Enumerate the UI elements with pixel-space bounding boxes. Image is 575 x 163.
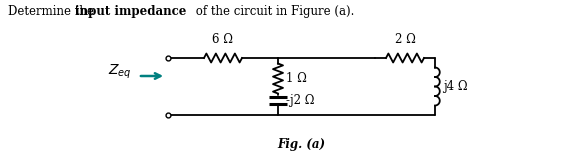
Text: j4 Ω: j4 Ω xyxy=(443,80,467,93)
Text: Fig. (a): Fig. (a) xyxy=(278,138,325,151)
Text: of the circuit in Figure (a).: of the circuit in Figure (a). xyxy=(192,5,354,18)
Text: -j2 Ω: -j2 Ω xyxy=(286,94,315,107)
Text: input impedance: input impedance xyxy=(75,5,186,18)
Text: 2 Ω: 2 Ω xyxy=(394,33,415,46)
Text: $Z_{eq}$: $Z_{eq}$ xyxy=(108,63,132,81)
Text: 1 Ω: 1 Ω xyxy=(286,72,307,85)
Text: 6 Ω: 6 Ω xyxy=(213,33,233,46)
Text: Determine the: Determine the xyxy=(8,5,98,18)
